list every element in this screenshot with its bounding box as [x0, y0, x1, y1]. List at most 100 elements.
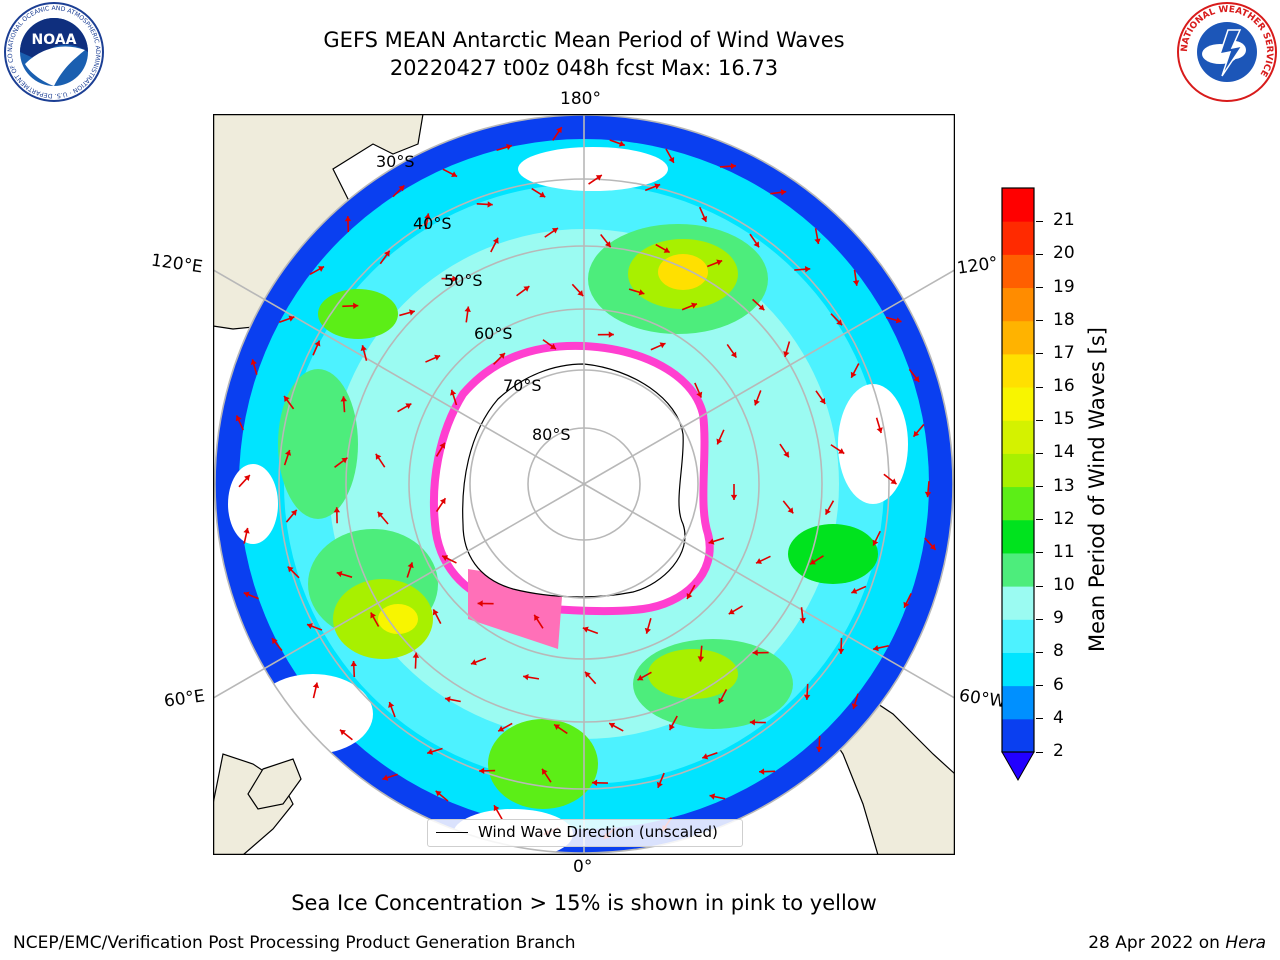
colorbar-band	[1002, 387, 1034, 421]
wave-arrow-head	[663, 247, 670, 253]
polar-map	[213, 114, 955, 855]
colorbar-tick-mark	[1036, 253, 1043, 255]
wave-arrow-head	[825, 508, 831, 515]
lon-label-60e: 60°E	[162, 686, 207, 712]
wave-arrow-head	[336, 570, 343, 578]
wave-arrow-head	[409, 309, 415, 316]
lon-label-0: 0°	[573, 857, 593, 877]
wave-arrow-head	[836, 319, 843, 326]
colorbar-tick-label: 9	[1053, 608, 1064, 629]
wave-arrow-head	[718, 697, 725, 704]
wave-arrow-head	[452, 275, 458, 283]
wave-arrow-head	[271, 638, 278, 645]
lon-label-120w: 120°	[955, 253, 1000, 279]
wave-arrow-head	[708, 538, 715, 545]
wave-arrow-head	[780, 189, 787, 196]
lat-label-40s: 40°S	[413, 214, 452, 233]
colorbar-tick-mark	[1036, 651, 1043, 653]
land-antarctica	[462, 363, 686, 598]
wave-arrow-head	[701, 215, 708, 222]
wave-arrow-head	[716, 259, 723, 266]
colorbar-band	[1002, 188, 1034, 222]
colorbar-tick-label: 4	[1053, 707, 1064, 728]
chart-title: GEFS MEAN Antarctic Mean Period of Wind …	[323, 28, 845, 52]
wave-arrow-head	[250, 359, 257, 366]
colorbar-band	[1002, 718, 1034, 753]
wave-arrow-head	[876, 427, 883, 434]
colorbar-tick-label: 13	[1053, 475, 1075, 496]
wave-arrow-head	[432, 609, 439, 616]
colorbar-tick-label: 16	[1053, 376, 1075, 397]
wave-arrow-head	[759, 768, 765, 775]
footer-date: 28 Apr 2022 on Hera	[1088, 933, 1266, 953]
colorbar-tick-label: 10	[1053, 575, 1075, 596]
land-madagascar	[247, 758, 302, 810]
colorbar-tick-mark	[1036, 353, 1043, 355]
wave-arrow-head	[243, 591, 250, 598]
wave-arrow-head	[787, 507, 794, 514]
wave-arrow-head	[584, 671, 591, 678]
colorbar-band	[1002, 619, 1034, 653]
colorbar-tick-mark	[1036, 452, 1043, 454]
colorbar-tick-label: 11	[1053, 541, 1075, 562]
wave-arrow-head	[608, 331, 614, 338]
wave-arrow-head	[850, 371, 857, 378]
wave-arrow-head	[493, 805, 500, 812]
map-frame	[213, 114, 955, 855]
colorbar-tick-label: 19	[1053, 276, 1075, 297]
wave-arrow-head	[609, 722, 616, 729]
wave-arrow-head	[344, 216, 352, 222]
wave-arrow-head	[318, 266, 325, 272]
wave-arrow-head	[287, 566, 294, 573]
wave-arrow-head	[284, 449, 292, 456]
wave-arrow-head	[434, 354, 441, 361]
wave-arrow-head	[435, 790, 442, 797]
colorbar-tick-mark	[1036, 618, 1043, 620]
wave-arrow-head	[398, 185, 405, 192]
wave-arrow-head	[716, 438, 723, 445]
wave-arrow-head	[702, 753, 709, 760]
colorbar-tick-label: 14	[1053, 442, 1075, 463]
wave-arrow-head	[753, 399, 760, 406]
colorbar-tick-label: 20	[1053, 243, 1075, 264]
wave-arrow-head	[479, 767, 485, 775]
wave-arrow-head	[669, 724, 675, 731]
wave-arrow-head	[523, 286, 530, 292]
legend-label: Wind Wave Direction (unscaled)	[478, 823, 718, 841]
wave-arrow-head	[388, 701, 395, 708]
nws-logo: NATIONAL WEATHER SERVICE	[1177, 2, 1277, 102]
wave-arrow-head	[783, 451, 789, 458]
wave-arrow-head	[837, 648, 845, 654]
wave-arrow-head	[464, 306, 471, 312]
wave-arrow-head	[691, 302, 697, 309]
wave-arrow-head	[604, 241, 611, 248]
wave-arrow-head	[284, 395, 290, 402]
sea-ice-caption: Sea Ice Concentration > 15% is shown in …	[291, 891, 877, 915]
colorbar-extend-triangle	[1001, 751, 1035, 782]
wave-arrow-head	[595, 175, 602, 181]
colorbar-tick-label: 15	[1053, 409, 1075, 430]
wave-arrow-head	[851, 703, 858, 709]
wave-arrow-head	[487, 201, 493, 208]
wave-arrow-head	[577, 290, 584, 297]
wave-arrow-head	[427, 748, 433, 755]
noaa-logo-text: NOAA	[32, 32, 77, 48]
wave-arrow-head	[809, 558, 816, 565]
wave-arrow-head	[749, 719, 755, 726]
wave-arrow-head	[288, 315, 295, 322]
colorbar	[1001, 187, 1035, 782]
chart-subtitle: 20220427 t00z 048h fcst Max: 16.73	[389, 56, 779, 80]
wave-arrow-head	[929, 543, 936, 550]
wave-arrow-head	[551, 228, 558, 234]
wave-arrow-head	[244, 475, 250, 481]
colorbar-band	[1002, 287, 1034, 322]
wave-arrow-head	[477, 600, 483, 607]
colorbar-tick-mark	[1036, 685, 1043, 687]
wave-arrow-head	[375, 453, 382, 460]
wave-arrow-head	[838, 448, 845, 454]
wave-arrow-head	[492, 237, 499, 244]
wave-arrow-head	[799, 617, 806, 624]
wave-arrow-head	[539, 191, 546, 198]
colorbar-tick-label: 18	[1053, 309, 1075, 330]
wave-arrow-head	[377, 511, 384, 518]
